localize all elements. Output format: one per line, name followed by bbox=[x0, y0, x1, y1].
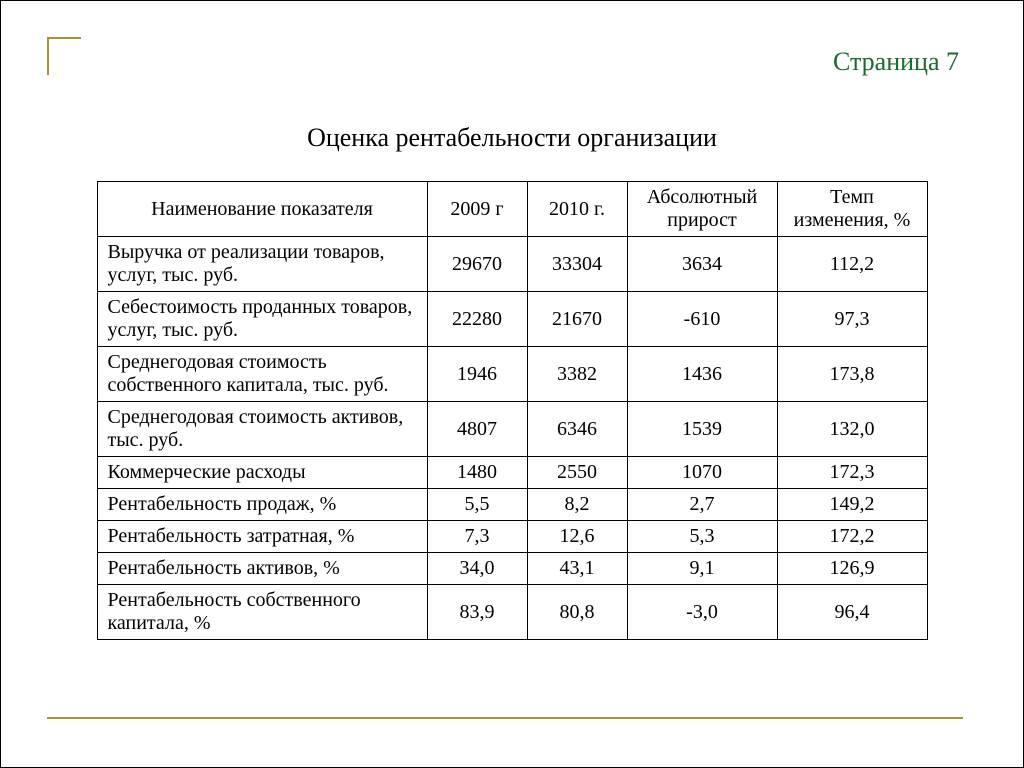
cell-name: Себестоимость проданных товаров, услуг, … bbox=[97, 292, 427, 347]
col-header-absolute: Абсолютный прирост bbox=[627, 182, 777, 237]
col-header-name: Наименование показателя bbox=[97, 182, 427, 237]
cell-name: Рентабельность активов, % bbox=[97, 553, 427, 585]
cell-rate: 96,4 bbox=[777, 585, 927, 640]
cell-name: Среднегодовая стоимость активов, тыс. ру… bbox=[97, 402, 427, 457]
table-row: Среднегодовая стоимость активов, тыс. ру… bbox=[97, 402, 927, 457]
cell-rate: 126,9 bbox=[777, 553, 927, 585]
cell-absolute: 9,1 bbox=[627, 553, 777, 585]
cell-absolute: 1070 bbox=[627, 457, 777, 489]
cell-2009: 4807 bbox=[427, 402, 527, 457]
cell-2009: 34,0 bbox=[427, 553, 527, 585]
cell-2009: 1480 bbox=[427, 457, 527, 489]
cell-2009: 29670 bbox=[427, 237, 527, 292]
col-header-rate: Темп изменения, % bbox=[777, 182, 927, 237]
cell-rate: 172,2 bbox=[777, 521, 927, 553]
table-row: Рентабельность затратная, % 7,3 12,6 5,3… bbox=[97, 521, 927, 553]
cell-name: Рентабельность собственного капитала, % bbox=[97, 585, 427, 640]
cell-2009: 22280 bbox=[427, 292, 527, 347]
cell-rate: 173,8 bbox=[777, 347, 927, 402]
table-row: Выручка от реализации товаров, услуг, ты… bbox=[97, 237, 927, 292]
corner-bracket-top-left bbox=[47, 37, 81, 75]
cell-name: Рентабельность продаж, % bbox=[97, 489, 427, 521]
table-row: Рентабельность собственного капитала, % … bbox=[97, 585, 927, 640]
cell-2010: 6346 bbox=[527, 402, 627, 457]
table-row: Рентабельность активов, % 34,0 43,1 9,1 … bbox=[97, 553, 927, 585]
cell-2010: 3382 bbox=[527, 347, 627, 402]
cell-2010: 2550 bbox=[527, 457, 627, 489]
cell-absolute: -610 bbox=[627, 292, 777, 347]
cell-2009: 7,3 bbox=[427, 521, 527, 553]
cell-2009: 5,5 bbox=[427, 489, 527, 521]
table-row: Себестоимость проданных товаров, услуг, … bbox=[97, 292, 927, 347]
slide-title: Оценка рентабельности организации bbox=[61, 123, 963, 153]
cell-rate: 97,3 bbox=[777, 292, 927, 347]
cell-name: Рентабельность затратная, % bbox=[97, 521, 427, 553]
bottom-accent-line bbox=[47, 717, 963, 719]
cell-name: Выручка от реализации товаров, услуг, ты… bbox=[97, 237, 427, 292]
table-row: Коммерческие расходы 1480 2550 1070 172,… bbox=[97, 457, 927, 489]
cell-2010: 80,8 bbox=[527, 585, 627, 640]
cell-absolute: 5,3 bbox=[627, 521, 777, 553]
cell-rate: 112,2 bbox=[777, 237, 927, 292]
cell-name: Среднегодовая стоимость собственного кап… bbox=[97, 347, 427, 402]
cell-2010: 33304 bbox=[527, 237, 627, 292]
cell-2009: 83,9 bbox=[427, 585, 527, 640]
cell-rate: 149,2 bbox=[777, 489, 927, 521]
cell-2009: 1946 bbox=[427, 347, 527, 402]
cell-absolute: 2,7 bbox=[627, 489, 777, 521]
cell-absolute: 1539 bbox=[627, 402, 777, 457]
cell-2010: 12,6 bbox=[527, 521, 627, 553]
cell-2010: 43,1 bbox=[527, 553, 627, 585]
table-header-row: Наименование показателя 2009 г 2010 г. А… bbox=[97, 182, 927, 237]
profitability-table: Наименование показателя 2009 г 2010 г. А… bbox=[97, 181, 928, 640]
cell-absolute: 3634 bbox=[627, 237, 777, 292]
table-container: Наименование показателя 2009 г 2010 г. А… bbox=[61, 181, 963, 640]
page-number-label: Страница 7 bbox=[833, 47, 959, 77]
col-header-2010: 2010 г. bbox=[527, 182, 627, 237]
cell-absolute: -3,0 bbox=[627, 585, 777, 640]
cell-2010: 8,2 bbox=[527, 489, 627, 521]
table-body: Выручка от реализации товаров, услуг, ты… bbox=[97, 237, 927, 640]
cell-rate: 132,0 bbox=[777, 402, 927, 457]
cell-2010: 21670 bbox=[527, 292, 627, 347]
cell-name: Коммерческие расходы bbox=[97, 457, 427, 489]
table-row: Рентабельность продаж, % 5,5 8,2 2,7 149… bbox=[97, 489, 927, 521]
col-header-2009: 2009 г bbox=[427, 182, 527, 237]
cell-rate: 172,3 bbox=[777, 457, 927, 489]
slide-container: Страница 7 Оценка рентабельности организ… bbox=[0, 0, 1024, 768]
table-row: Среднегодовая стоимость собственного кап… bbox=[97, 347, 927, 402]
cell-absolute: 1436 bbox=[627, 347, 777, 402]
